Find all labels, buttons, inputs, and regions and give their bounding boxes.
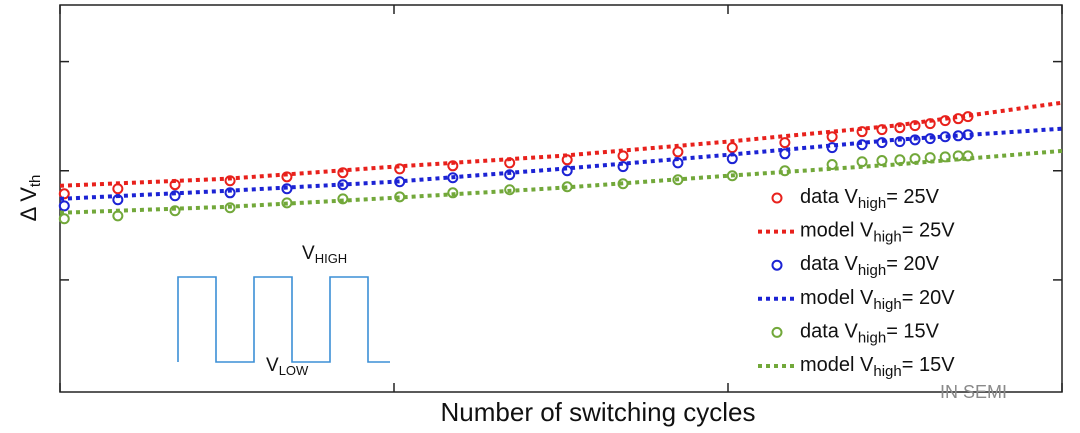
legend-name: data V xyxy=(800,321,858,343)
data-point xyxy=(112,183,124,195)
legend-marker xyxy=(771,192,783,204)
inset-high-label: VHIGH xyxy=(302,243,347,266)
data-point xyxy=(672,174,684,186)
data-point xyxy=(224,202,236,214)
legend-label: model Vhigh= 15V xyxy=(800,354,955,380)
legend-sub: high xyxy=(858,195,886,212)
data-point xyxy=(337,193,349,205)
x-axis-label: Number of switching cycles xyxy=(441,397,756,427)
legend-label: model Vhigh= 20V xyxy=(800,287,955,313)
legend-name: model V xyxy=(800,287,874,309)
inset-low-label: VLOW xyxy=(266,355,309,378)
data-point xyxy=(826,159,838,171)
legend-suffix: = 20V xyxy=(886,253,939,275)
legend-suffix: = 15V xyxy=(902,354,955,376)
legend-marker xyxy=(771,259,783,271)
data-point xyxy=(826,131,838,143)
data-point xyxy=(281,183,293,195)
data-point xyxy=(58,200,70,212)
inset-waveform xyxy=(177,276,390,363)
data-point xyxy=(504,169,516,181)
legend-suffix: = 25V xyxy=(886,186,939,208)
legend-sub: high xyxy=(858,329,886,346)
data-point xyxy=(281,197,293,209)
y-axis-label: Δ Vth xyxy=(16,175,44,222)
model-line xyxy=(59,100,1063,188)
data-point xyxy=(58,213,70,225)
data-point xyxy=(561,165,573,177)
legend-marker xyxy=(771,326,783,338)
legend-suffix: = 25V xyxy=(902,220,955,242)
data-point xyxy=(962,150,974,162)
data-point xyxy=(337,167,349,179)
data-point xyxy=(909,134,921,146)
legend-sub: high xyxy=(873,229,901,246)
legend-sub: high xyxy=(873,296,901,313)
legend-sub: high xyxy=(873,363,901,380)
inset-low-sub: LOW xyxy=(279,363,309,378)
data-point xyxy=(169,205,181,217)
legend-name: model V xyxy=(800,220,874,242)
data-point xyxy=(856,139,868,151)
legend-suffix: = 20V xyxy=(902,287,955,309)
data-point xyxy=(447,187,459,199)
data-point xyxy=(672,146,684,158)
legend-label: data Vhigh= 20V xyxy=(800,253,940,279)
data-point xyxy=(224,175,236,187)
data-point xyxy=(281,171,293,183)
data-point xyxy=(58,188,70,200)
legend-label: data Vhigh= 15V xyxy=(800,321,940,347)
data-point xyxy=(447,172,459,184)
legend-label: data Vhigh= 25V xyxy=(800,186,940,212)
inset-high-v: V xyxy=(302,243,315,264)
data-point xyxy=(337,179,349,191)
legend-label: model Vhigh= 25V xyxy=(800,220,955,246)
data-point xyxy=(726,170,738,182)
y-axis-label-main: Δ V xyxy=(16,187,41,222)
y-axis-label-sub: th xyxy=(27,175,44,188)
data-point xyxy=(504,184,516,196)
data-point xyxy=(924,152,936,164)
data-point xyxy=(779,148,791,160)
data-point xyxy=(561,154,573,166)
data-point xyxy=(394,163,406,175)
data-point xyxy=(726,142,738,154)
legend-sub: high xyxy=(858,262,886,279)
data-point xyxy=(617,150,629,162)
legend-name: data V xyxy=(800,186,858,208)
data-point xyxy=(876,155,888,167)
inset-low-v: V xyxy=(266,355,279,376)
data-point xyxy=(617,161,629,173)
data-point xyxy=(779,137,791,149)
data-point xyxy=(856,126,868,138)
data-point xyxy=(894,136,906,148)
watermark: IN SEMI xyxy=(940,382,1007,402)
data-point xyxy=(939,151,951,163)
inset-high-sub: HIGH xyxy=(315,251,348,266)
legend-name: data V xyxy=(800,253,858,275)
legend-suffix: = 15V xyxy=(886,321,939,343)
data-point xyxy=(169,190,181,202)
data-point xyxy=(224,187,236,199)
legend-name: model V xyxy=(800,354,874,376)
